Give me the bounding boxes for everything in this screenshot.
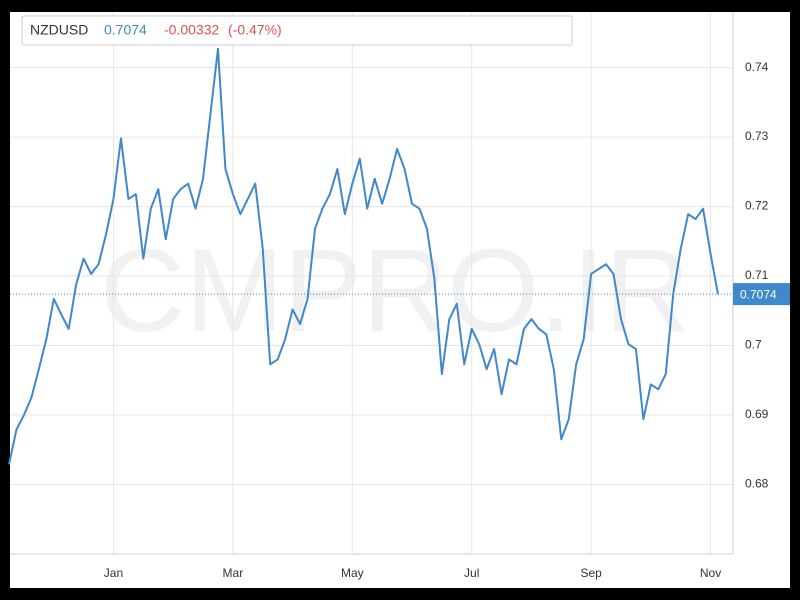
y-tick-label: 0.69 (745, 407, 769, 421)
y-tick-label: 0.72 (745, 199, 769, 213)
legend-box (21, 15, 573, 46)
y-tick-label: 0.73 (745, 129, 769, 143)
under-layer: CMPRO.IR (10, 12, 734, 555)
y-tick-label: 0.68 (745, 477, 769, 491)
chart-background (10, 12, 790, 588)
x-tick-label: Mar (223, 566, 244, 580)
y-tick-label: 0.74 (745, 60, 769, 74)
change: -0.00332 (164, 22, 219, 38)
change-pct: (-0.47%) (228, 22, 282, 38)
x-tick-label: Jul (464, 566, 479, 580)
x-tick-label: Nov (700, 566, 721, 580)
symbol: NZDUSD (30, 22, 88, 38)
last-price-tag (733, 283, 790, 306)
y-tick-label: 0.71 (745, 268, 769, 282)
x-tick-label: May (341, 566, 364, 580)
last-price: 0.7074 (104, 22, 147, 38)
x-tick-label: Sep (580, 566, 602, 580)
y-tick-label: 0.7 (745, 338, 762, 352)
x-tick-label: Jan (104, 566, 123, 580)
watermark: CMPRO.IR (100, 225, 690, 357)
last-price-tag-label: 0.7074 (740, 287, 777, 301)
price-line (8, 47, 719, 465)
